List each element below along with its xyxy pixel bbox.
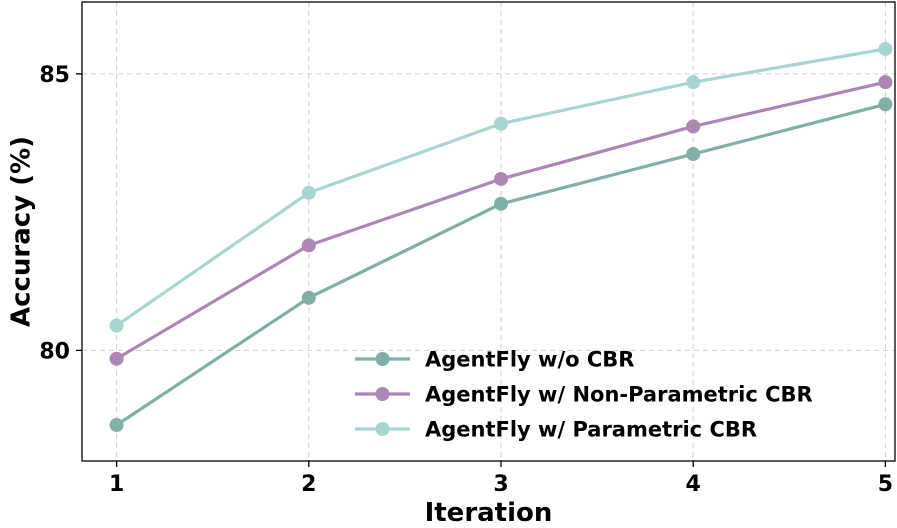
ticks-layer: 1 2 3 4 5 80 85 [39,63,893,497]
legend-entry: AgentFly w/ Non-Parametric CBR [355,383,813,407]
data-point [301,238,316,253]
legend-marker [375,422,390,436]
legend-marker [375,352,390,366]
data-point [493,196,508,211]
legend-entry: AgentFly w/o CBR [355,348,634,372]
data-point [109,418,124,433]
data-point [686,75,701,90]
data-point [301,290,316,305]
data-point [878,75,893,90]
y-axis-title: Accuracy (%) [7,136,37,327]
x-tick-label: 2 [301,472,316,497]
series-2 [109,75,893,366]
y-tick-label: 85 [39,63,70,88]
x-tick-label: 3 [493,472,508,497]
x-tick-label: 5 [878,472,893,497]
data-point [109,318,124,333]
legend-marker [375,387,390,401]
x-tick-label: 4 [686,472,701,497]
data-point [493,171,508,186]
legend-label: AgentFly w/o CBR [425,348,634,372]
y-tick-label: 80 [39,339,70,364]
series-3 [109,42,893,333]
data-point [878,42,893,57]
data-point [493,116,508,131]
legend-label: AgentFly w/ Non-Parametric CBR [425,383,813,407]
x-axis-title: Iteration [425,498,553,528]
plot-area-frame [81,1,896,462]
legend-entry: AgentFly w/ Parametric CBR [355,418,757,442]
series-1 [109,97,893,433]
legend: AgentFly w/o CBR AgentFly w/ Non-Parametr… [355,348,813,442]
data-point [301,185,316,200]
data-point [878,97,893,112]
x-tick-label: 1 [109,472,124,497]
data-point [686,119,701,134]
legend-label: AgentFly w/ Parametric CBR [425,418,757,442]
data-point [109,351,124,366]
series-layer [109,42,893,433]
data-point [686,147,701,162]
